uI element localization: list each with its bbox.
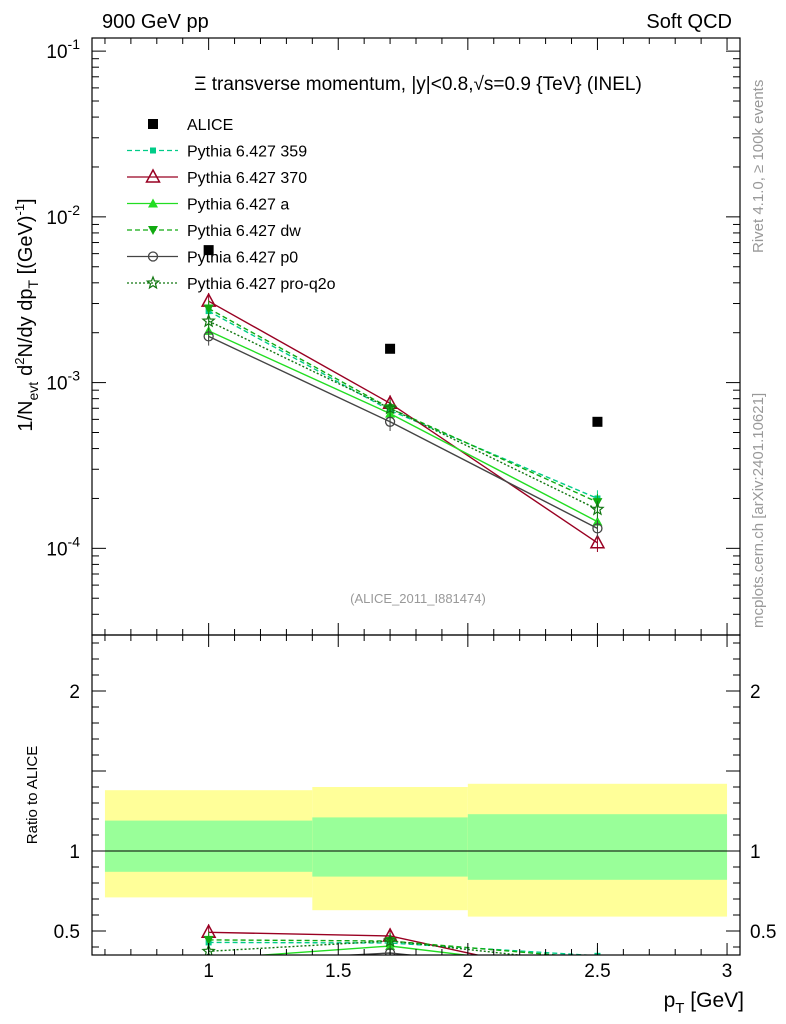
legend-label: Pythia 6.427 a: [187, 197, 289, 214]
y-axis-title: 1/Nevtd2N/dy dpT [(GeV)-1]: [12, 198, 41, 431]
legend-item: Pythia 6.427 dw: [127, 223, 301, 240]
reference-series: [203, 245, 603, 427]
x-tick-label: 3: [722, 961, 733, 982]
ratio-point: [382, 933, 398, 948]
svg-text:1/Nevtd2N/dy dpT [(GeV)-1]: 1/Nevtd2N/dy dpT [(GeV)-1]: [12, 198, 41, 431]
y-tick-label: 10-4: [46, 533, 80, 560]
legend-marker: [145, 275, 161, 290]
ratio-band-stat: [104, 820, 313, 872]
legend-item: ALICE: [148, 117, 233, 134]
ratio-band-stat: [312, 817, 468, 877]
y-tick-label: 10-2: [46, 202, 80, 229]
series-line: [208, 335, 598, 530]
mcplots-label: mcplots.cern.ch [arXiv:2401.10621]: [750, 393, 767, 628]
x-tick-label: 2.5: [584, 961, 610, 982]
svg-text:pT [GeV]: pT [GeV]: [664, 989, 744, 1017]
series-line: [208, 330, 598, 523]
x-tick-label: 1.5: [325, 961, 351, 982]
series-5: [201, 312, 605, 519]
reference-point: [592, 416, 603, 427]
series-point: [590, 501, 605, 516]
ratio-axes: 1 1.5 2 2.5 3 0.5 0.5 1 1 2 2: [54, 38, 776, 982]
main-panel: 10-4 10-3 10-2 10-1 Ξ transverse momentum, …: [46, 36, 741, 636]
ratio-series-3: [203, 931, 603, 955]
legend-label: ALICE: [187, 117, 233, 134]
legend-label: Pythia 6.427 p0: [187, 250, 298, 267]
legend-item: Pythia 6.427 370: [127, 168, 307, 187]
legend-item: Pythia 6.427 p0: [127, 250, 298, 267]
series-point: [382, 400, 398, 415]
legend-label: Pythia 6.427 pro-q2o: [187, 276, 336, 293]
legend-label: Pythia 6.427 dw: [187, 223, 301, 240]
legend-label: Pythia 6.427 370: [187, 170, 307, 187]
ratio-y-axis-title: Ratio to ALICE: [24, 746, 41, 844]
header-left: 900 GeV pp: [102, 11, 209, 33]
series-point: [201, 313, 216, 328]
legend-marker: [148, 198, 158, 208]
series-point: [592, 523, 603, 534]
series-point: [203, 331, 214, 342]
ratio-tick-label-left: 1: [69, 842, 80, 863]
series-point: [203, 304, 214, 314]
x-tick-label: 1: [203, 961, 214, 982]
series-0: [205, 302, 601, 508]
legend-marker: [148, 226, 158, 235]
legend-item: Pythia 6.427 pro-q2o: [127, 275, 336, 293]
y-tick-label: 10-3: [46, 368, 80, 395]
legend-marker: [148, 119, 158, 129]
analysis-label: (ALICE_2011_I881474): [350, 591, 486, 606]
reference-point: [203, 245, 214, 256]
ratio-line: [208, 939, 564, 955]
series-point: [589, 534, 606, 549]
series-line: [208, 300, 598, 544]
series-line: [208, 310, 598, 500]
ratio-line: [339, 952, 417, 955]
rivet-label: Rivet 4.1.0, ≥ 100k events: [750, 80, 767, 253]
legend: ALICE Pythia 6.427 359 Pythia 6.427 370 Pyt…: [127, 117, 336, 293]
reference-point: [385, 343, 396, 354]
main-series-layer: [200, 245, 606, 553]
ratio-tick-label-left: 0.5: [54, 922, 80, 943]
x-tick-label: 2: [463, 961, 474, 982]
ratio-tick-label-right: 0.5: [750, 922, 776, 943]
header-right: Soft QCD: [646, 11, 732, 33]
ratio-tick-label-right: 2: [750, 682, 761, 703]
ratio-series-1: [200, 923, 481, 955]
ratio-panel: 1 1.5 2 2.5 3 0.5 0.5 1 1 2 2: [54, 38, 776, 982]
series-1: [200, 292, 606, 553]
x-axis-title: pT [GeV]: [664, 989, 744, 1017]
legend-marker: [150, 147, 156, 154]
ratio-bands: [92, 783, 740, 917]
legend-marker: [147, 251, 159, 262]
ratio-tick-label-right: 1: [750, 842, 761, 863]
legend-item: Pythia 6.427 359: [127, 144, 307, 161]
legend-label: Pythia 6.427 359: [187, 144, 307, 161]
ratio-line: [253, 945, 471, 955]
ratio-tick-label-left: 2: [69, 682, 80, 703]
chart-title: Ξ transverse momentum, |y|<0.8,√s=0.9 {T…: [194, 74, 642, 95]
y-tick-label: 10-1: [46, 36, 80, 63]
ratio-point: [203, 935, 214, 945]
ratio-series-layer: [200, 923, 603, 955]
ratio-series-4: [208, 945, 417, 955]
ratio-line: [208, 941, 596, 955]
legend-item: Pythia 6.427 a: [127, 197, 289, 214]
legend-marker: [145, 168, 161, 183]
ratio-band-stat: [467, 814, 728, 880]
